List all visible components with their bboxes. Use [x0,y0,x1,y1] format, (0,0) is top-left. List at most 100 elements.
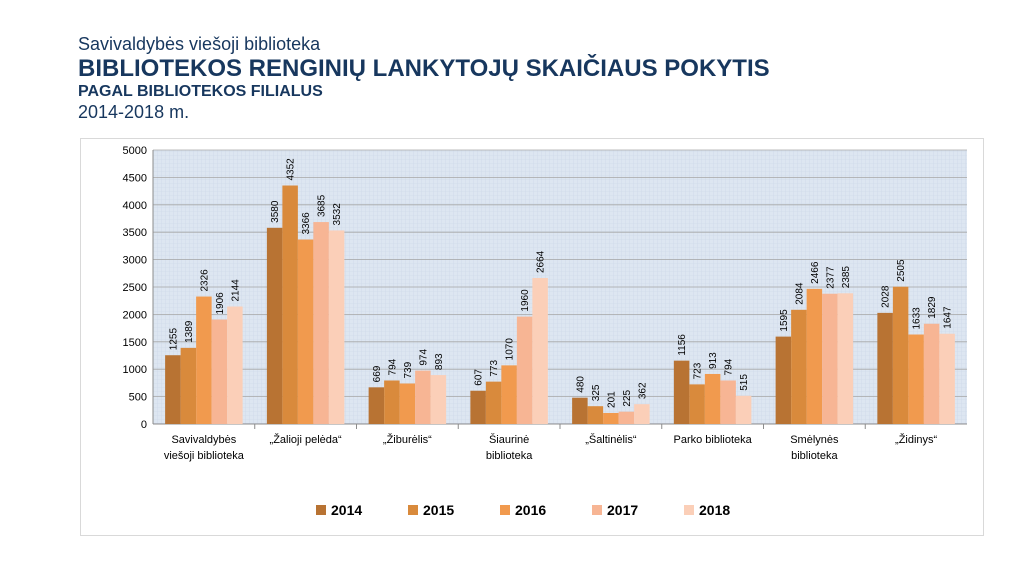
y-tick-label: 3000 [123,255,147,267]
legend-swatch [408,505,418,515]
data-label: 794 [724,358,735,375]
bar [618,411,635,424]
data-label: 515 [739,374,750,391]
bar [415,370,431,424]
data-label: 480 [575,376,586,393]
bar [516,316,533,424]
data-label: 3685 [317,194,328,217]
y-tick-label: 1000 [123,364,147,376]
x-tick-label: Smėlynės [790,434,839,446]
data-label: 794 [387,358,398,375]
bar [877,312,893,424]
header-years: 2014-2018 m. [78,102,190,122]
bar [892,286,909,424]
bar [572,397,588,424]
bar [297,239,314,424]
bar [908,334,924,424]
data-label: 225 [622,390,633,407]
bar [939,333,955,424]
data-label: 325 [591,384,602,401]
data-label: 1595 [779,309,790,332]
data-label: 739 [403,361,414,378]
bar [704,373,721,424]
bar [328,230,345,424]
data-label: 723 [693,362,704,379]
bar [673,360,690,424]
x-tick-label: Parko biblioteka [673,434,752,446]
bar [313,222,329,424]
data-label: 2028 [881,285,892,308]
legend-label: 2018 [699,502,730,518]
x-tick-label: „Žiburėlis“ [383,433,432,446]
data-label: 362 [637,382,648,399]
bar [211,319,228,424]
bar [266,227,283,424]
bar [399,383,416,424]
legend-label: 2017 [607,502,638,518]
data-label: 2664 [536,250,547,273]
header: Savivaldybės viešoji biblioteka BIBLIOTE… [78,34,978,123]
data-label: 1389 [184,320,195,343]
data-label: 2505 [896,259,907,282]
data-label: 1255 [168,328,179,351]
y-tick-label: 4000 [123,200,147,212]
bar [384,380,400,424]
chart-container: 0 500 1000 1500 2000 2500 3000 3500 4000 4500 5000… [80,138,984,536]
data-label: 2326 [199,269,210,292]
data-label: 1647 [943,306,954,329]
bar [165,355,181,424]
data-label: 1960 [520,289,531,312]
data-label: 2377 [825,266,836,289]
x-tick-label: viešoji biblioteka [164,450,245,462]
bar [485,381,502,424]
data-label: 974 [418,349,429,366]
x-tick-label: biblioteka [486,450,533,462]
data-label: 3366 [301,212,312,235]
legend-label: 2016 [515,502,546,518]
data-label: 893 [434,353,445,370]
bar [180,347,197,424]
data-label: 1070 [505,338,516,361]
data-label: 2385 [841,266,852,289]
legend-swatch [500,505,510,515]
data-label: 1633 [912,307,923,330]
header-title-secondary: PAGAL BIBLIOTEKOS FILIALUS [78,83,323,100]
data-label: 669 [372,365,383,382]
legend-label: 2015 [423,502,454,518]
bar [634,404,650,424]
data-label: 201 [606,391,617,408]
data-label: 1156 [677,334,688,356]
y-tick-label: 2000 [123,309,147,321]
y-tick-label: 500 [129,392,147,404]
data-label: 773 [489,360,500,377]
bar [368,387,385,424]
data-label: 607 [474,369,485,386]
bar [227,306,243,424]
bar [430,375,447,424]
y-tick-label: 3500 [123,227,147,239]
bar [775,336,792,424]
data-label: 4352 [286,158,297,181]
data-label: 3580 [270,200,281,223]
x-tick-label: biblioteka [791,450,838,462]
header-title: BIBLIOTEKOS RENGINIŲ LANKYTOJŲ SKAIČIAUS… [78,55,770,82]
bar [689,384,705,424]
x-tick-label: „Šaltinėlis“ [585,433,637,446]
x-tick-label: Savivaldybės [171,434,236,446]
data-label: 1906 [215,292,226,315]
header-subtitle: Savivaldybės viešoji biblioteka [78,34,321,54]
bar [923,323,940,424]
data-label: 2084 [794,282,805,305]
bar-chart: 0 500 1000 1500 2000 2500 3000 3500 4000 4500 5000… [123,145,967,518]
x-tick-label: „Žalioji pelėda“ [270,433,342,446]
x-tick-label: Šiaurinė [489,433,529,446]
bar [806,288,823,424]
bar [282,185,298,424]
legend-swatch [684,505,694,515]
y-tick-label: 0 [141,419,147,431]
x-tick-label: „Židinys“ [895,433,938,446]
bar [470,390,486,424]
data-label: 2466 [810,261,821,284]
bar [603,412,619,424]
data-label: 2144 [230,279,241,302]
